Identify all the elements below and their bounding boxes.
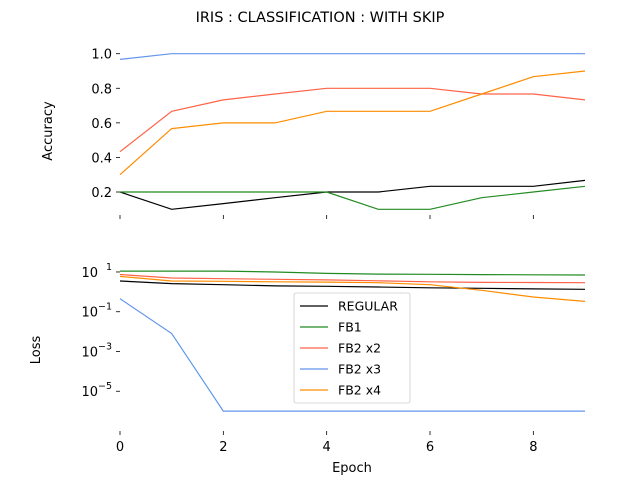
accuracy-subplot: 0.2 0.4 0.6 0.8 1.0 Accuracy	[41, 48, 585, 219]
x-axis-label: Epoch	[332, 461, 372, 476]
y-tick-exponent: −3	[98, 341, 112, 352]
series-line-fb1	[120, 186, 585, 209]
x-tick-label: 8	[529, 440, 537, 455]
y-tick-label: 0.8	[91, 82, 112, 97]
y-axis-label: Accuracy	[41, 101, 56, 161]
series-line-fb2-x4	[120, 71, 585, 175]
y-tick-label: 0.6	[91, 117, 112, 132]
legend: REGULAR FB1 FB2 x2 FB2 x3 FB2 x4	[294, 293, 410, 403]
y-tick-label: 0.2	[91, 186, 112, 201]
legend-label-fb2-x3: FB2 x3	[338, 362, 381, 377]
chart-title: IRIS : CLASSIFICATION : WITH SKIP	[196, 10, 445, 26]
x-tick-label: 4	[323, 440, 331, 455]
series-line-fb2-x2	[120, 88, 585, 151]
y-tick-label: 1.0	[91, 48, 112, 63]
y-tick-exponent: −5	[98, 381, 112, 392]
series-line-regular	[120, 180, 585, 209]
series-line-fb1	[120, 271, 585, 275]
y-tick-label: 10	[81, 266, 98, 281]
x-tick-label: 2	[219, 440, 227, 455]
legend-label-fb2-x2: FB2 x2	[338, 341, 381, 356]
series-line-fb2-x3	[120, 54, 585, 60]
y-tick-label: 10	[81, 385, 98, 400]
legend-label-regular: REGULAR	[338, 299, 398, 314]
legend-label-fb2-x4: FB2 x4	[338, 383, 381, 398]
y-tick-label: 0.4	[91, 151, 112, 166]
y-tick-label: 10	[81, 345, 98, 360]
y-tick-exponent: 1	[106, 262, 112, 273]
y-tick-exponent: −1	[98, 302, 112, 313]
x-tick-label: 0	[116, 440, 124, 455]
y-axis-label: Loss	[29, 336, 44, 365]
y-tick-label: 10	[81, 306, 98, 321]
x-tick-label: 6	[426, 440, 434, 455]
legend-label-fb1: FB1	[338, 320, 362, 335]
